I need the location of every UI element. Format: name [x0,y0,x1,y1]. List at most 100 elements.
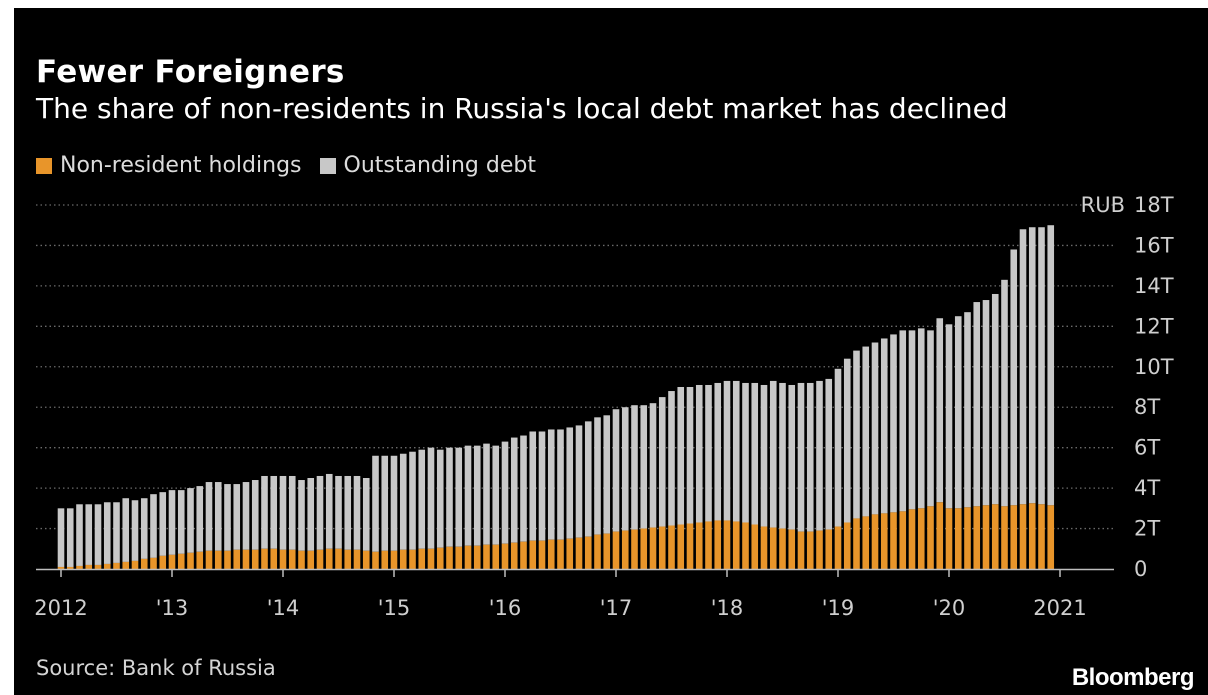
x-tick-label: '13 [156,596,189,620]
bar-non-resident-holdings [964,507,971,569]
bar-outstanding-debt [686,387,694,524]
bar-outstanding-debt [834,368,842,527]
bar-outstanding-debt [85,504,93,565]
bar-non-resident-holdings [908,509,916,569]
bar-outstanding-debt [76,504,83,566]
bar-outstanding-debt [233,484,241,550]
bar-outstanding-debt [631,405,638,530]
bar-outstanding-debt [982,300,990,506]
bar-non-resident-holdings [751,524,759,569]
bar-non-resident-holdings [140,558,148,569]
bar-outstanding-debt [473,445,481,546]
bar-outstanding-debt [806,382,814,532]
bar-non-resident-holdings [316,549,324,569]
bar-outstanding-debt [168,490,176,555]
bar-non-resident-holdings [113,562,120,569]
bar-outstanding-debt [853,350,860,519]
bar-non-resident-holdings [168,554,176,569]
bar-outstanding-debt [325,473,333,549]
bar-outstanding-debt [94,504,102,565]
bar-non-resident-holdings [205,550,213,569]
bar-non-resident-holdings [853,518,860,569]
bar-non-resident-holdings [631,529,638,569]
bar-outstanding-debt [797,382,805,532]
bar-outstanding-debt [214,482,222,551]
y-tick-label: 0 [1134,557,1147,581]
bar-non-resident-holdings [547,539,555,569]
y-tick-label: 12T [1134,314,1174,338]
bar-non-resident-holdings [381,550,389,569]
bar-non-resident-holdings [806,531,814,569]
bar-outstanding-debt [288,475,296,550]
y-tick-label: 10T [1134,355,1174,379]
y-tick-label: 6T [1134,436,1160,460]
bar-non-resident-holdings [214,550,222,569]
bar-non-resident-holdings [1010,505,1018,569]
bar-non-resident-holdings [436,547,444,569]
bar-non-resident-holdings [658,526,666,569]
bar-non-resident-holdings [834,526,842,569]
bar-non-resident-holdings [94,564,102,569]
bar-outstanding-debt [279,475,287,550]
bar-outstanding-debt [1019,229,1027,505]
bar-outstanding-debt [446,447,453,547]
y-tick-label: 18T [1134,193,1174,217]
bar-outstanding-debt [261,475,268,549]
bar-non-resident-holdings [251,549,259,569]
bar-outstanding-debt [871,342,879,515]
bar-outstanding-debt [538,431,546,541]
x-tick-label: '15 [378,596,411,620]
bar-outstanding-debt [594,417,601,535]
bar-outstanding-debt [584,421,592,537]
bar-outstanding-debt [723,380,731,521]
legend-item-non-resident: Non-resident holdings [36,153,302,178]
bar-non-resident-holdings [760,526,768,569]
x-tick-label: '20 [933,596,966,620]
bar-non-resident-holdings [566,538,574,569]
chart-subtitle: The share of non-residents in Russia's l… [36,92,1008,125]
bar-outstanding-debt [57,508,65,567]
bar-outstanding-debt [427,447,435,549]
bar-non-resident-holdings [927,506,934,569]
bar-non-resident-holdings [705,521,712,569]
bar-non-resident-holdings [779,528,786,569]
bar-non-resident-holdings [390,550,398,569]
bar-non-resident-holdings [797,531,805,569]
bar-non-resident-holdings [483,544,490,569]
bar-non-resident-holdings [85,564,93,569]
bar-outstanding-debt [769,380,777,528]
bar-outstanding-debt [547,429,555,540]
bar-non-resident-holdings [945,508,953,569]
chart-panel: Fewer Foreigners The share of non-reside… [14,8,1208,695]
y-unit-label: RUB [1081,193,1125,217]
x-tick-label: 2021 [1033,596,1086,620]
bar-non-resident-holdings [982,505,990,569]
bar-outstanding-debt [760,384,768,527]
y-tick-label: 4T [1134,476,1160,500]
bar-non-resident-holdings [66,566,74,569]
bar-non-resident-holdings [1038,504,1045,569]
bar-non-resident-holdings [279,549,287,569]
bar-outstanding-debt [908,330,916,510]
bar-non-resident-holdings [224,550,231,569]
bar-outstanding-debt [862,346,870,517]
bar-outstanding-debt [205,482,213,551]
bar-outstanding-debt [816,380,823,531]
bar-non-resident-holdings [233,549,241,569]
bar-non-resident-holdings [538,540,546,569]
bar-outstanding-debt [316,475,324,550]
bar-outstanding-debt [640,405,648,529]
bar-non-resident-holdings [464,545,472,569]
bar-outstanding-debt [399,453,407,550]
bar-outstanding-debt [945,324,953,509]
bar-non-resident-holdings [816,530,823,569]
bar-outstanding-debt [621,407,629,531]
x-tick-label: '18 [711,596,744,620]
bar-non-resident-holdings [307,550,315,569]
bar-non-resident-holdings [1019,504,1027,569]
bar-non-resident-holdings [723,520,731,569]
bar-outstanding-debt [557,429,564,540]
bar-outstanding-debt [140,498,148,559]
bar-outstanding-debt [788,384,796,530]
bar-outstanding-debt [242,482,250,550]
